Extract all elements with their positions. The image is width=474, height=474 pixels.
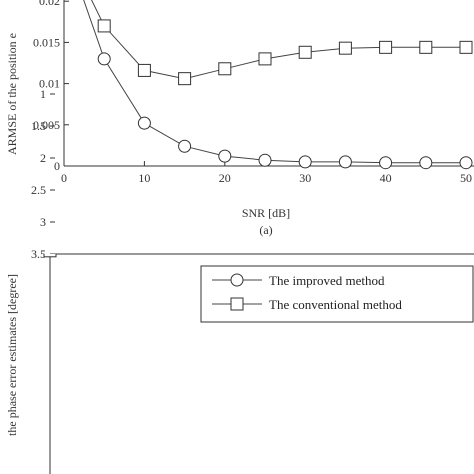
top-chart-point-circle (178, 139, 192, 153)
top-chart-point-square (137, 63, 151, 77)
top-chart-point-circle (419, 156, 433, 170)
top-chart-point-square (459, 40, 473, 54)
top-chart-point-square (298, 45, 312, 59)
top-chart-point-circle (137, 116, 151, 130)
top-chart-point-circle (258, 153, 272, 167)
bottom-chart-y-axis-label: the phase error estimates [degree] (5, 274, 19, 436)
top-chart-x-tick-label: 30 (299, 171, 311, 185)
bottom-chart-plot-area (43, 254, 57, 258)
top-chart-x-tick-label: 20 (219, 171, 231, 185)
legend-marker-square (230, 297, 244, 311)
top-chart-point-square (338, 41, 352, 55)
top-chart-point-square (97, 19, 111, 33)
top-chart-y-tick-label: 0.005 (33, 118, 60, 132)
bottom-chart-point-square (43, 254, 57, 258)
top-chart-point-circle (97, 52, 111, 66)
legend-marker-circle (230, 273, 244, 287)
top-chart-point-circle (338, 155, 352, 169)
top-chart-y-tick-label: 0.015 (33, 35, 60, 49)
top-chart-x-tick-label: 0 (61, 171, 67, 185)
top-chart-point-circle (218, 149, 232, 163)
top-chart-point-square (178, 72, 192, 86)
top-chart-plot-area (83, 0, 473, 170)
bottom-chart-y-tick-label: 2.5 (31, 183, 46, 197)
top-chart-point-square (379, 40, 393, 54)
bottom-chart-y-tick-label: 3.5 (31, 247, 46, 261)
top-chart-point-circle (459, 156, 473, 170)
top-chart-x-tick-label: 50 (460, 171, 472, 185)
top-chart-point-circle (298, 155, 312, 169)
bottom-chart-y-tick-label: 1 (40, 87, 46, 101)
top-chart-y-tick-label: 0.01 (39, 77, 60, 91)
top-chart-x-tick-label: 40 (380, 171, 392, 185)
top-chart-y-tick-label: 0.02 (39, 0, 60, 8)
bottom-chart-y-tick-label: 2 (40, 151, 46, 165)
top-chart-y-tick-label: 0 (54, 159, 60, 173)
top-chart-point-square (218, 62, 232, 76)
top-chart-point-square (258, 52, 272, 66)
bottom-chart-y-tick-label: 1.5 (31, 119, 46, 133)
bottom-chart-y-tick-label: 3 (40, 215, 46, 229)
legend-box (200, 265, 474, 323)
top-chart-x-axis-label: SNR [dB] (242, 206, 290, 220)
top-chart-series-line-square (91, 0, 466, 80)
top-chart-y-axis-label: ARMSE of the position e (5, 33, 19, 155)
top-chart-series-line-circle (83, 0, 466, 164)
legend-label-improved: The improved method (269, 273, 385, 288)
top-chart-caption: (a) (259, 223, 272, 237)
top-chart-point-square (419, 40, 433, 54)
legend: The improved method The conventional met… (200, 265, 474, 323)
top-chart-point-circle (379, 156, 393, 170)
legend-label-conventional: The conventional method (269, 297, 402, 312)
top-chart-x-tick-label: 10 (138, 171, 150, 185)
